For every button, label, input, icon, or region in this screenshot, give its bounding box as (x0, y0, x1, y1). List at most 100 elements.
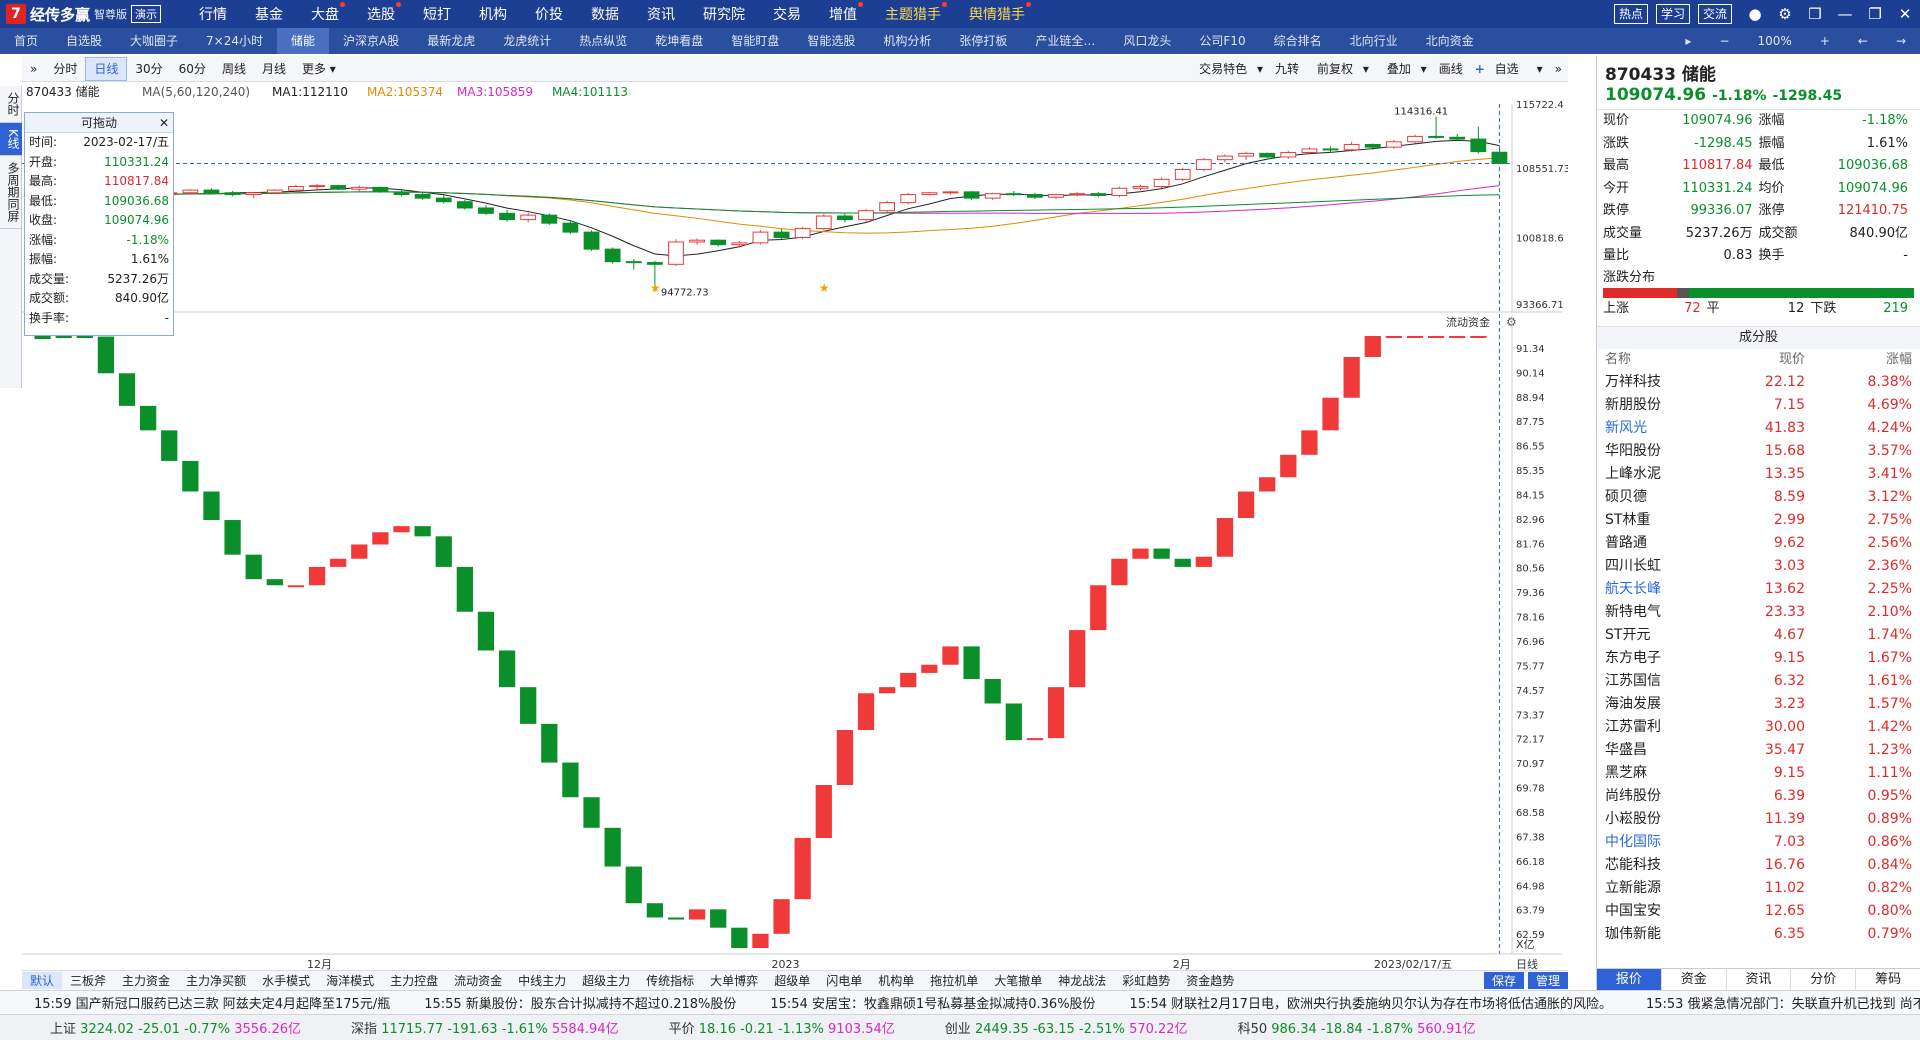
tab-4[interactable]: 储能 (277, 28, 330, 54)
indicator-tab-14[interactable]: 机构单 (878, 974, 915, 988)
stock-row[interactable]: 黑芝麻 9.15 1.11% (1597, 762, 1920, 785)
stock-row[interactable]: 新特电气 23.33 2.10% (1597, 601, 1920, 624)
stock-row[interactable]: 华盛昌 35.47 1.23% (1597, 739, 1920, 762)
stock-row[interactable]: 普路通 9.62 2.56% (1597, 532, 1920, 555)
gear-icon[interactable]: ⚙ (1778, 5, 1792, 23)
restore-icon[interactable]: ❐ (1868, 5, 1882, 23)
period-weekly[interactable]: 周线 (221, 61, 246, 76)
stock-row[interactable]: 珈伟新能 6.35 0.79% (1597, 923, 1920, 946)
period-60min[interactable]: 60分 (178, 61, 206, 76)
stock-row[interactable]: ST林重 2.99 2.75% (1597, 509, 1920, 532)
chart-area[interactable]: 870433 储能 MA(5,60,120,240) MA1:112110 MA2:1… (22, 82, 1568, 972)
draggable-info-box[interactable]: 可拖动 ✕ 时间: 2023-02-17/五 开盘: 110331.24 最高: 11081… (24, 112, 174, 336)
view-kline-tab[interactable]: K线 (0, 123, 22, 156)
news-item[interactable]: 15:59 国产新冠口服药已达三款 阿兹夫定4月起降至175元/瓶 (34, 997, 391, 1012)
stock-row[interactable]: 中化国际 7.03 0.86% (1597, 831, 1920, 854)
indicator-tab-7[interactable]: 流动资金 (454, 974, 503, 988)
menu-item-2[interactable]: 大盘 (297, 2, 353, 24)
user-icon[interactable]: ● (1748, 5, 1762, 23)
back-icon[interactable]: ← (1857, 34, 1868, 48)
tab-0[interactable]: 首页 (14, 34, 39, 48)
index-item[interactable]: 平价 18.16 -0.21 -1.13% 9103.54亿 (669, 1018, 895, 1037)
stock-row[interactable]: 华阳股份 15.68 3.57% (1597, 440, 1920, 463)
indicator-tab-2[interactable]: 主力资金 (122, 974, 171, 988)
tab-18[interactable]: 北向行业 (1349, 34, 1398, 48)
watchlist-dropdown-icon[interactable]: ▾ (1536, 61, 1543, 76)
indicator-tab-12[interactable]: 超级单 (774, 974, 811, 988)
news-item[interactable]: 15:55 新巢股份：股东合计拟减持不超过0.218%股份 (424, 997, 737, 1012)
zoom-out-icon[interactable]: − (1719, 34, 1730, 48)
tab-1[interactable]: 自选股 (66, 34, 103, 48)
indicator-tab-5[interactable]: 海洋模式 (326, 974, 375, 988)
stock-row[interactable]: 芯能科技 16.76 0.84% (1597, 854, 1920, 877)
tab-15[interactable]: 风口龙头 (1123, 34, 1172, 48)
tab-9[interactable]: 乾坤看盘 (655, 34, 704, 48)
indicator-tab-18[interactable]: 彩虹趋势 (1122, 974, 1171, 988)
indicator-tab-17[interactable]: 神龙战法 (1058, 974, 1107, 988)
manage-button[interactable]: 管理 (1527, 972, 1568, 989)
view-multiperiod-tab[interactable]: 多周期同屏 (0, 156, 22, 229)
col-change[interactable]: 涨幅 (1885, 351, 1912, 367)
period-30min[interactable]: 30分 (135, 61, 163, 76)
index-item[interactable]: 上证 3224.02 -25.01 -0.77% 3556.26亿 (50, 1018, 301, 1037)
stock-row[interactable]: 航天长峰 13.62 2.25% (1597, 578, 1920, 601)
news-item[interactable]: 15:54 安居宝：牧鑫鼎硕1号私募基金拟减持0.36%股份 (770, 997, 1096, 1012)
stock-row[interactable]: 江苏雷利 30.00 1.42% (1597, 716, 1920, 739)
zoom-in-icon[interactable]: + (1819, 34, 1830, 48)
nine-turn-button[interactable]: 九转 (1274, 62, 1299, 76)
learn-button[interactable]: 学习 (1655, 4, 1690, 24)
news-item[interactable]: 15:53 俄紧急情况部门：失联直升机已找到 尚不清 (1645, 997, 1920, 1012)
tab-7[interactable]: 龙虎统计 (503, 34, 552, 48)
expand-right-icon[interactable]: » (1554, 61, 1562, 76)
quote-tab-2[interactable]: 资讯 (1727, 969, 1792, 990)
tab-17[interactable]: 综合排名 (1273, 34, 1322, 48)
quote-tab-0[interactable]: 报价 (1597, 969, 1662, 990)
index-item[interactable]: 创业 2449.35 -63.15 -2.51% 570.22亿 (945, 1018, 1188, 1037)
period-daily[interactable]: 日线 (85, 56, 128, 81)
period-more[interactable]: 更多 ▾ (301, 61, 336, 76)
stock-row[interactable]: 新风光 41.83 4.24% (1597, 417, 1920, 440)
quote-tab-3[interactable]: 分价 (1791, 969, 1857, 990)
stock-row[interactable]: 新朋股份 7.15 4.69% (1597, 394, 1920, 417)
indicator-tab-8[interactable]: 中线主力 (518, 974, 567, 988)
tab-5[interactable]: 沪深京A股 (343, 34, 400, 48)
tab-14[interactable]: 产业链全… (1035, 34, 1096, 48)
tab-8[interactable]: 热点纵览 (579, 34, 628, 48)
stock-row[interactable]: 立新能源 11.02 0.82% (1597, 877, 1920, 900)
close-icon[interactable]: ✕ (1898, 5, 1912, 23)
tab-11[interactable]: 智能选股 (807, 34, 856, 48)
stock-row[interactable]: 上峰水泥 13.35 3.41% (1597, 463, 1920, 486)
fullscreen-icon[interactable]: ❒ (1808, 5, 1822, 23)
menu-item-5[interactable]: 机构 (479, 7, 508, 23)
stock-row[interactable]: 硕贝德 8.59 3.12% (1597, 486, 1920, 509)
tab-6[interactable]: 最新龙虎 (427, 34, 476, 48)
stock-row[interactable]: 东方电子 9.15 1.67% (1597, 647, 1920, 670)
forward-icon[interactable]: → (1895, 34, 1906, 48)
stock-row[interactable]: 尚纬股份 6.39 0.95% (1597, 785, 1920, 808)
indicator-tab-1[interactable]: 三板斧 (70, 974, 107, 988)
menu-item-10[interactable]: 交易 (773, 7, 802, 23)
col-name[interactable]: 名称 (1605, 351, 1632, 367)
hot-button[interactable]: 热点 (1613, 4, 1648, 24)
tab-13[interactable]: 张停打板 (959, 34, 1008, 48)
close-icon[interactable]: ✕ (158, 116, 169, 130)
indicator-tab-16[interactable]: 大笔撤单 (994, 974, 1043, 988)
menu-item-7[interactable]: 数据 (591, 7, 620, 23)
stock-row[interactable]: 海油发展 3.23 1.57% (1597, 693, 1920, 716)
save-button[interactable]: 保存 (1483, 972, 1524, 989)
indicator-tab-9[interactable]: 超级主力 (582, 974, 631, 988)
menu-item-8[interactable]: 资讯 (647, 7, 676, 23)
tab-19[interactable]: 北向资金 (1425, 34, 1474, 48)
indicator-tab-3[interactable]: 主力净买额 (186, 974, 247, 988)
view-timeshare-tab[interactable]: 分时 (0, 86, 22, 123)
menu-item-12[interactable]: 主题猎手 (871, 2, 955, 24)
menu-item-9[interactable]: 研究院 (703, 7, 746, 23)
indicator-tab-10[interactable]: 传统指标 (646, 974, 695, 988)
more-tabs-icon[interactable]: ▸ (1685, 34, 1692, 48)
stock-row[interactable]: 中国宝安 12.65 0.80% (1597, 900, 1920, 923)
indicator-tab-11[interactable]: 大单博弈 (710, 974, 759, 988)
collapse-icon[interactable]: » (30, 61, 38, 76)
col-price[interactable]: 现价 (1778, 351, 1805, 367)
tab-16[interactable]: 公司F10 (1199, 34, 1246, 48)
index-item[interactable]: 深指 11715.77 -191.63 -1.61% 5584.94亿 (351, 1018, 619, 1037)
